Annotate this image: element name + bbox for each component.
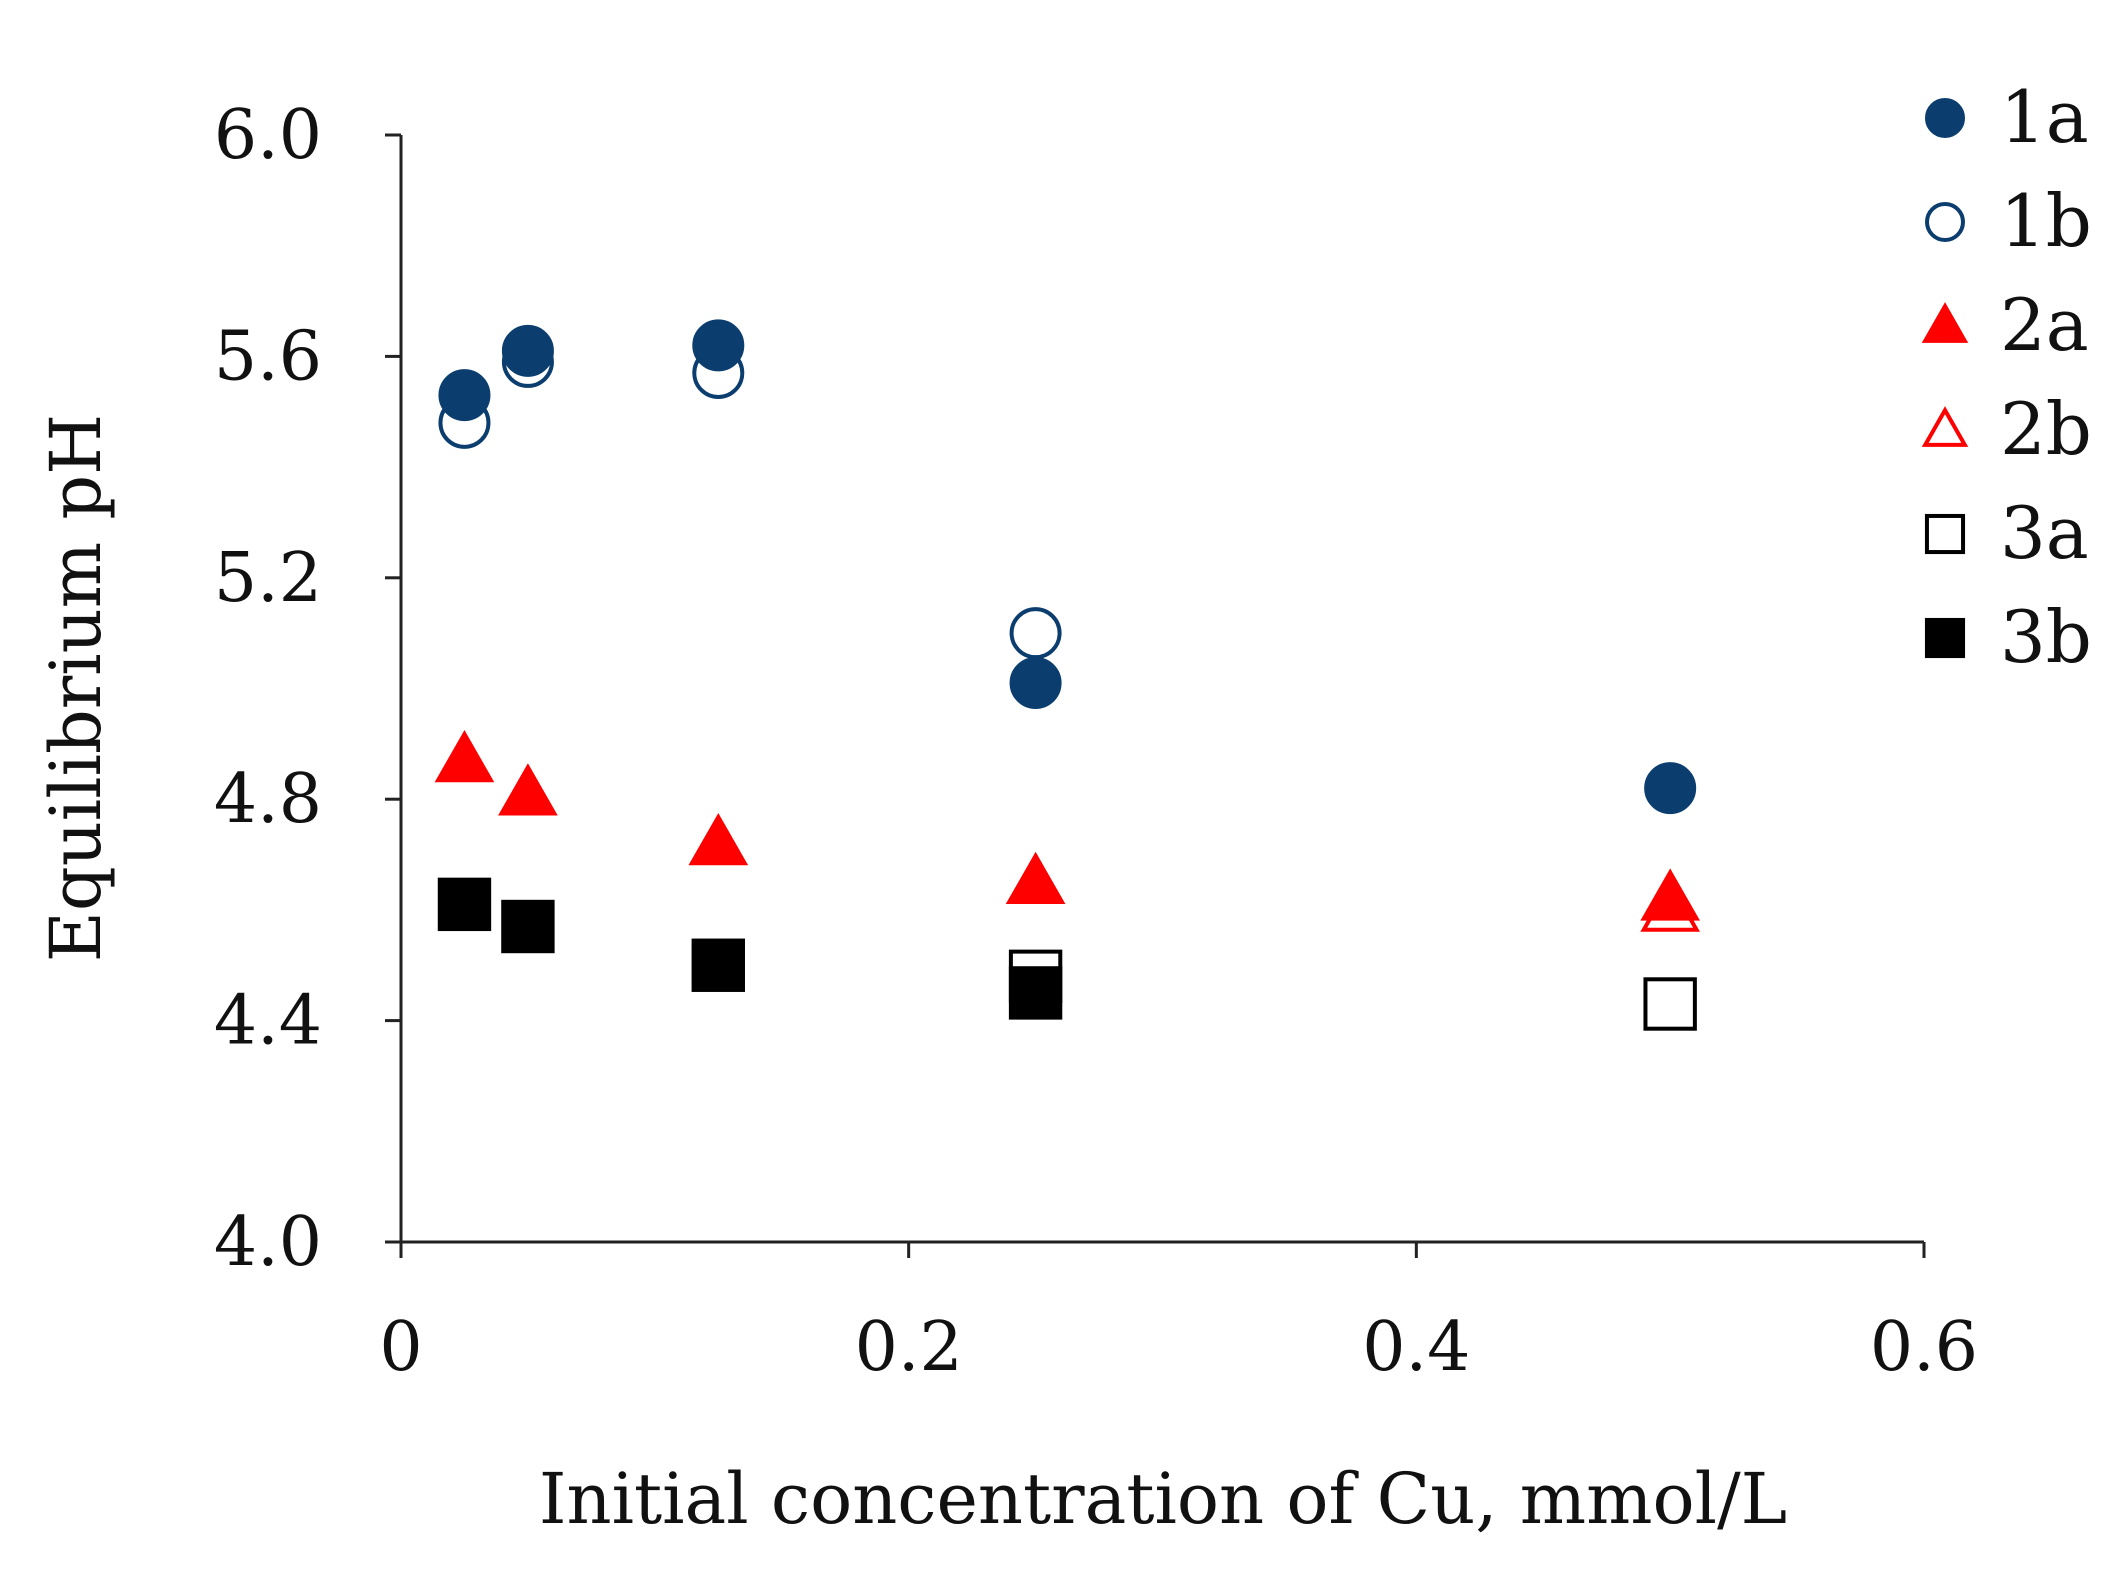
legend-item-3b: 3b — [1924, 595, 2092, 679]
data-point-2a — [688, 813, 749, 866]
legend-marker-1a — [1925, 98, 1965, 138]
y-tick-label: 4.4 — [214, 982, 322, 1061]
data-point-2a — [1005, 851, 1066, 905]
legend-item-1b: 1b — [1925, 179, 2092, 263]
x-tick-label: 0.6 — [1870, 1308, 1978, 1387]
legend-item-2b: 2b — [1921, 387, 2092, 471]
x-axis-title: Initial concentration of Cu, mmol/L — [539, 1458, 1787, 1540]
y-tick-label: 5.2 — [214, 539, 322, 618]
x-tick-label: 0.4 — [1362, 1308, 1470, 1387]
data-point-1a — [1644, 762, 1697, 815]
y-axis-title: Equilibrium pH — [35, 414, 117, 962]
legend-label: 3b — [2000, 595, 2092, 679]
data-point-3b — [437, 877, 492, 932]
legend-item-1a: 1a — [1925, 75, 2089, 159]
data-point-3b — [501, 899, 555, 954]
data-point-1a — [692, 319, 745, 372]
series-1b — [438, 335, 1062, 660]
legend-label: 2b — [2000, 387, 2092, 471]
data-point-2a — [498, 763, 558, 816]
data-point-1a — [501, 324, 554, 377]
series-3a — [1008, 949, 1697, 1031]
x-tick-label: 0.2 — [855, 1308, 963, 1387]
data-point-2a — [434, 730, 495, 783]
legend-marker-3a — [1924, 513, 1966, 555]
data-point-3b — [1008, 966, 1063, 1020]
legend-marker-2a — [1921, 302, 1969, 343]
y-tick-label: 6.0 — [214, 96, 322, 175]
legend-marker-2b — [1921, 406, 1969, 447]
data-point-3b — [691, 938, 745, 992]
y-tick-label: 4.8 — [214, 760, 322, 839]
y-tick-label: 4.0 — [214, 1203, 322, 1282]
axes — [399, 135, 1924, 1244]
data-point-2a — [1640, 868, 1701, 921]
data-point-1b — [1009, 607, 1062, 660]
legend-label: 2a — [2000, 283, 2089, 367]
legend-label: 3a — [2000, 491, 2089, 575]
legend-label: 1b — [2000, 179, 2092, 263]
legend-item-3a: 3a — [1924, 491, 2089, 575]
y-tick-label: 5.6 — [214, 317, 322, 396]
x-tick-label: 0 — [379, 1308, 422, 1387]
data-point-1a — [438, 369, 491, 422]
legend-item-2a: 2a — [1921, 283, 2089, 367]
legend-marker-3b — [1924, 617, 1966, 659]
legend: 1a 1b 2a 2b 3a 3b — [1921, 75, 2092, 679]
data-markers — [434, 319, 1701, 1031]
data-point-1a — [1009, 656, 1062, 709]
series-1a — [438, 319, 1697, 815]
series-3b — [437, 877, 1063, 1020]
ticks: 4.0 4.4 4.8 5.2 5.6 6.0 0 0.2 0.4 0.6 — [214, 96, 1978, 1387]
data-point-3a — [1643, 977, 1697, 1031]
legend-label: 1a — [2000, 75, 2089, 159]
series-2a — [434, 730, 1701, 921]
legend-marker-1b — [1925, 202, 1965, 242]
